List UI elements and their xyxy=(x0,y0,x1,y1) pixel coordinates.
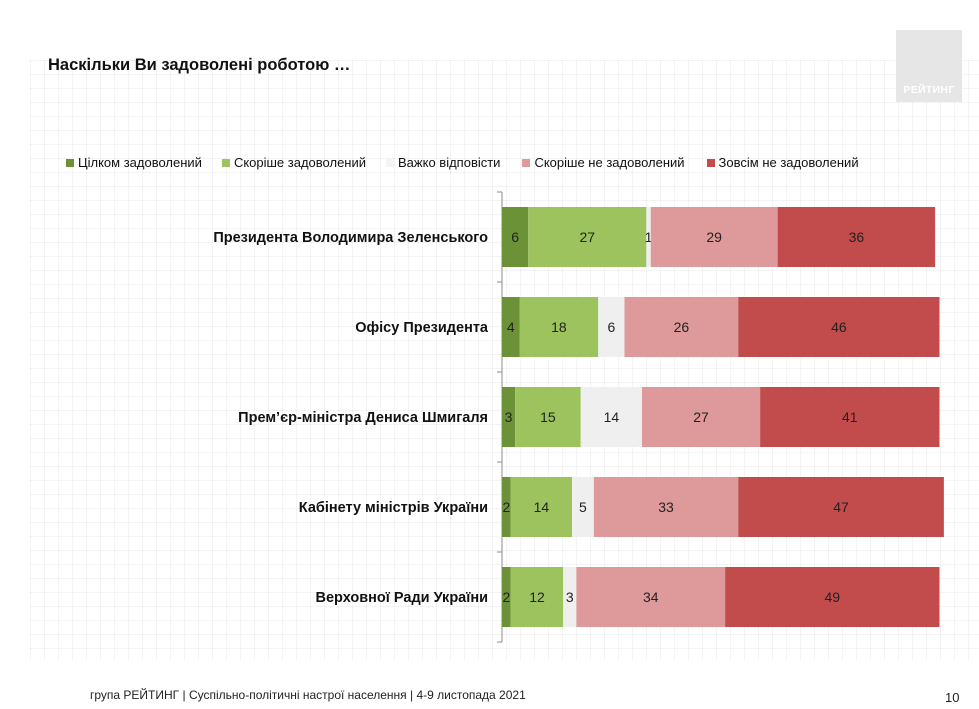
data-label: 3 xyxy=(566,589,574,605)
data-label: 5 xyxy=(579,499,587,515)
data-label: 41 xyxy=(842,409,858,425)
bar-segment xyxy=(593,477,739,537)
legend-item: Важко відповісти xyxy=(386,155,500,170)
data-label: 27 xyxy=(580,229,596,245)
bar-segment xyxy=(580,387,642,447)
bar-segment xyxy=(624,297,739,357)
bar-segment xyxy=(519,297,599,357)
data-label: 26 xyxy=(674,319,690,335)
data-label: 2 xyxy=(502,589,510,605)
data-label: 47 xyxy=(833,499,849,515)
data-label: 33 xyxy=(658,499,674,515)
legend-label: Зовсім не задоволений xyxy=(718,155,859,170)
legend-label: Скоріше задоволений xyxy=(233,155,367,170)
legend-label: Цілком задоволений xyxy=(78,155,202,170)
category-label: Верховної Ради України xyxy=(316,590,489,606)
bar-segment xyxy=(650,207,778,267)
data-label: 34 xyxy=(643,589,659,605)
data-label: 27 xyxy=(693,409,709,425)
category-label: Прем’єр-міністра Дениса Шмигаля xyxy=(238,410,488,426)
page-number: 10 xyxy=(945,690,960,705)
legend-swatch xyxy=(66,158,74,167)
data-label: 15 xyxy=(540,409,556,425)
bar-segment xyxy=(528,207,647,267)
category-label: Президента Володимира Зеленського xyxy=(213,230,488,246)
bar-segment xyxy=(642,387,761,447)
legend-label: Скоріше не задоволений xyxy=(534,155,685,170)
bar-segment xyxy=(760,387,940,447)
bar-segment xyxy=(646,207,651,267)
bar-segment xyxy=(510,567,564,627)
data-label: 1 xyxy=(645,229,653,245)
legend-label: Важко відповісти xyxy=(398,155,501,170)
category-label: Офісу Президента xyxy=(355,320,489,336)
data-label: 6 xyxy=(607,319,615,335)
data-label: 14 xyxy=(604,409,620,425)
bar-segment xyxy=(777,207,936,267)
legend-item: Цілком задоволений xyxy=(66,155,202,170)
bar-segment xyxy=(738,477,944,537)
bar-segment xyxy=(563,567,577,627)
bar-segment xyxy=(510,477,572,537)
bar-segment xyxy=(738,297,940,357)
chart-title: Наскільки Ви задоволені роботою … xyxy=(48,56,351,74)
data-label: 18 xyxy=(551,319,567,335)
bar-segment xyxy=(725,567,940,627)
data-label: 12 xyxy=(529,589,545,605)
bar-segment xyxy=(515,387,581,447)
legend-swatch xyxy=(386,158,395,167)
data-label: 2 xyxy=(502,499,510,515)
legend-swatch xyxy=(221,158,230,167)
category-label: Кабінету міністрів України xyxy=(299,500,488,516)
data-label: 36 xyxy=(849,229,865,245)
bar-segment xyxy=(502,477,511,537)
rating-logo: РЕЙТИНГ xyxy=(896,30,962,102)
data-label: 29 xyxy=(706,229,722,245)
data-label: 4 xyxy=(507,319,515,335)
legend-swatch xyxy=(522,158,531,167)
legend-swatch xyxy=(706,158,715,167)
bar-segment xyxy=(502,567,511,627)
data-label: 49 xyxy=(825,589,841,605)
bar-segment xyxy=(502,297,520,357)
data-label: 3 xyxy=(505,409,513,425)
data-label: 46 xyxy=(831,319,847,335)
logo-text: РЕЙТИНГ xyxy=(903,84,955,96)
legend-item: Зовсім не задоволений xyxy=(706,155,859,170)
chart-legend: Цілком задоволений Скоріше задоволений Важ… xyxy=(66,155,859,170)
footer-text: група РЕЙТИНГ | Суспільно-політичні наст… xyxy=(90,688,526,702)
legend-item: Скоріше не задоволений xyxy=(522,155,685,170)
data-label: 14 xyxy=(534,499,550,515)
bar-segment xyxy=(576,567,726,627)
data-label: 6 xyxy=(511,229,519,245)
bar-segment xyxy=(598,297,625,357)
bar-segment xyxy=(572,477,594,537)
legend-item: Скоріше задоволений xyxy=(221,155,367,170)
bar-segment xyxy=(502,207,529,267)
background-grid xyxy=(30,60,979,660)
bar-segment xyxy=(502,387,516,447)
